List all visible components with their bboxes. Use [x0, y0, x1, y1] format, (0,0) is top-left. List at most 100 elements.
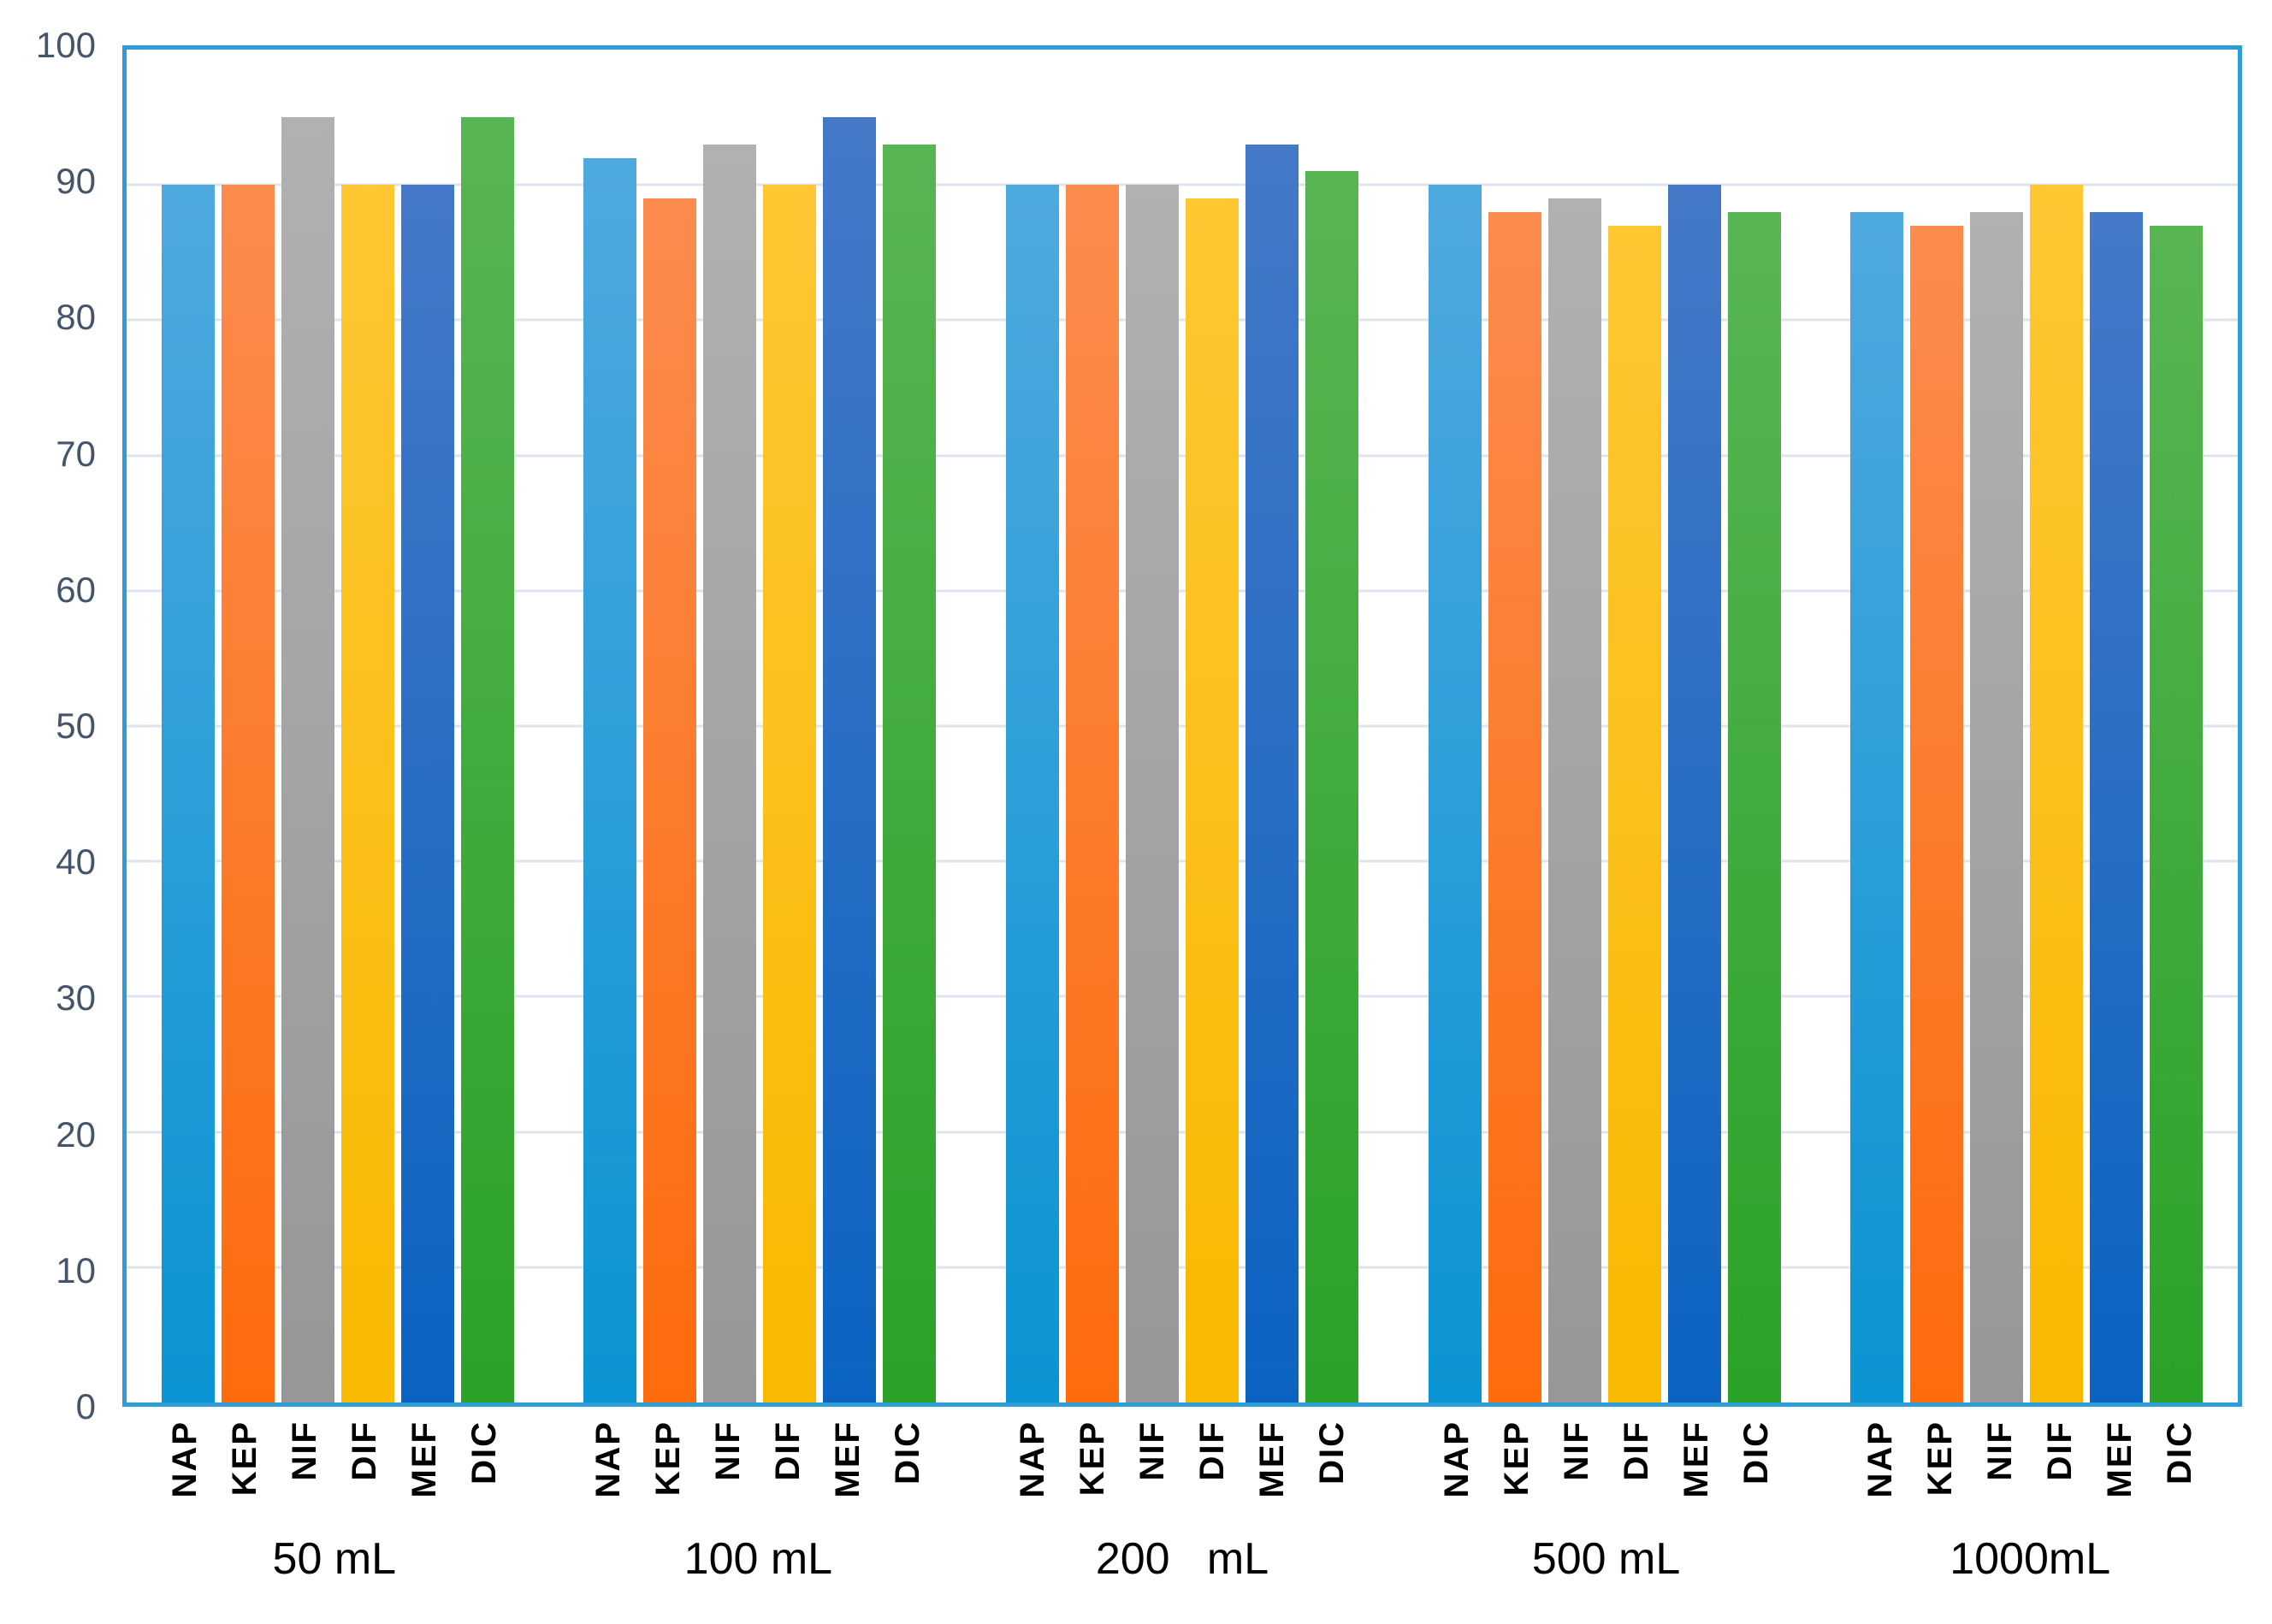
y-tick-label-50: 50 — [56, 706, 96, 746]
x-label-slot: MEF — [821, 1420, 874, 1497]
bar-groups — [127, 50, 2238, 1403]
bar-group-50-mL — [127, 50, 549, 1403]
bar-NAP-200-mL — [1005, 185, 1059, 1403]
x-label-slot: KEP — [642, 1420, 695, 1497]
x-label-slot: DIF — [2033, 1420, 2086, 1497]
y-tick-label-30: 30 — [56, 977, 96, 1019]
category-label-1000mL: 1000mL — [1950, 1534, 2111, 1584]
bar-NAP-500-mL — [1428, 185, 1482, 1403]
bar-label-NAP: NAP — [589, 1420, 628, 1498]
gridline-90 — [127, 183, 2238, 186]
bar-DIC-200-mL — [1305, 171, 1358, 1403]
bar-label-NAP: NAP — [165, 1420, 204, 1498]
x-label-group-200-mL: NAP KEP NIF DIF MEF DIC — [970, 1420, 1394, 1497]
bar-label-DIC: DIC — [2161, 1420, 2199, 1485]
bar-label-KEP: KEP — [1921, 1420, 1960, 1497]
x-label-slot: DIC — [881, 1420, 934, 1497]
bar-MEF-50-mL — [400, 185, 454, 1403]
bar-label-MEF: MEF — [1677, 1420, 1715, 1498]
bar-MEF-1000mL — [2090, 211, 2144, 1403]
x-label-slot: KEP — [1914, 1420, 1967, 1497]
bar-label-MEF: MEF — [405, 1420, 443, 1498]
x-label-slot: KEP — [218, 1420, 271, 1497]
bar-label-KEP: KEP — [1497, 1420, 1535, 1497]
y-tick-label-100: 100 — [35, 25, 96, 65]
bar-label-DIC: DIC — [464, 1420, 503, 1485]
bar-NIF-500-mL — [1547, 198, 1601, 1403]
bar-MEF-500-mL — [1667, 185, 1721, 1403]
bar-group-200-mL — [971, 50, 1393, 1403]
x-label-slot: DIF — [761, 1420, 814, 1497]
bar-DIC-50-mL — [460, 117, 514, 1403]
bar-DIF-200-mL — [1185, 198, 1239, 1403]
bar-label-MEF: MEF — [829, 1420, 867, 1498]
y-tick-label-60: 60 — [56, 569, 96, 610]
x-axis-category-labels: 50 mL 100 mL 200 mL 500 mL 1000mL — [122, 1537, 2242, 1581]
bar-group-100-mL — [549, 50, 972, 1403]
bar-label-DIC: DIC — [1312, 1420, 1351, 1485]
bar-DIC-1000mL — [2150, 225, 2204, 1403]
x-label-slot: NAP — [1006, 1420, 1059, 1497]
bar-DIC-500-mL — [1727, 211, 1781, 1403]
bar-label-MEF: MEF — [1252, 1420, 1291, 1498]
x-label-slot: NAP — [158, 1420, 211, 1497]
x-label-slot: MEF — [1670, 1420, 1723, 1497]
x-label-group-500-mL: NAP KEP NIF DIF MEF DIC — [1394, 1420, 1819, 1497]
bar-DIF-1000mL — [2030, 185, 2084, 1403]
bar-label-KEP: KEP — [225, 1420, 263, 1497]
bar-label-KEP: KEP — [649, 1420, 688, 1497]
x-axis-bar-labels: NAP KEP NIF DIF MEF DIC NAP KEP NIF DIF MEF DIC NAP K… — [122, 1420, 2242, 1497]
bar-label-NIF: NIF — [1557, 1420, 1595, 1481]
bar-label-DIF: DIF — [769, 1420, 808, 1481]
y-tick-label-20: 20 — [56, 1113, 96, 1155]
gridline-20 — [127, 1131, 2238, 1134]
bar-DIF-100-mL — [763, 185, 817, 1403]
gridline-30 — [127, 995, 2238, 998]
x-label-slot: KEP — [1490, 1420, 1543, 1497]
x-label-slot: NAP — [582, 1420, 635, 1497]
bar-NAP-50-mL — [161, 185, 215, 1403]
gridline-70 — [127, 454, 2238, 458]
plot-area — [122, 45, 2242, 1407]
bar-label-MEF: MEF — [2101, 1420, 2139, 1498]
x-label-slot: MEF — [398, 1420, 451, 1497]
bar-label-DIC: DIC — [1737, 1420, 1775, 1485]
x-label-slot: DIC — [458, 1420, 511, 1497]
bar-group-500-mL — [1393, 50, 1816, 1403]
bar-MEF-200-mL — [1245, 144, 1299, 1403]
bar-label-NIF: NIF — [709, 1420, 748, 1481]
x-label-slot: NIF — [1973, 1420, 2026, 1497]
bar-NIF-200-mL — [1125, 185, 1179, 1403]
y-tick-label-90: 90 — [56, 161, 96, 202]
x-label-slot: DIF — [1610, 1420, 1663, 1497]
x-label-slot: DIC — [1730, 1420, 1783, 1497]
bar-DIF-500-mL — [1607, 225, 1661, 1403]
bar-label-NAP: NAP — [1861, 1420, 1900, 1498]
category-label-500-mL: 500 mL — [1531, 1534, 1681, 1584]
bar-KEP-1000mL — [1910, 225, 1964, 1403]
x-label-group-50-mL: NAP KEP NIF DIF MEF DIC — [122, 1420, 547, 1497]
x-label-slot: NIF — [701, 1420, 754, 1497]
y-tick-label-40: 40 — [56, 842, 96, 883]
bar-NIF-50-mL — [281, 117, 334, 1403]
bar-NIF-1000mL — [1970, 211, 2024, 1403]
bar-label-KEP: KEP — [1073, 1420, 1111, 1497]
x-label-slot: NAP — [1430, 1420, 1483, 1497]
y-tick-label-0: 0 — [75, 1386, 96, 1426]
bar-DIC-100-mL — [883, 144, 937, 1403]
bar-label-DIF: DIF — [345, 1420, 383, 1481]
x-label-slot: DIF — [1186, 1420, 1239, 1497]
bar-NAP-100-mL — [583, 157, 637, 1403]
y-tick-label-80: 80 — [56, 297, 96, 338]
gridline-80 — [127, 318, 2238, 322]
bar-DIF-50-mL — [340, 185, 394, 1403]
bar-label-DIF: DIF — [2041, 1420, 2080, 1481]
gridline-40 — [127, 859, 2238, 863]
x-label-slot: KEP — [1066, 1420, 1119, 1497]
x-label-slot: NIF — [1550, 1420, 1603, 1497]
y-tick-label-10: 10 — [56, 1249, 96, 1290]
bar-label-NAP: NAP — [1437, 1420, 1476, 1498]
x-label-group-100-mL: NAP KEP NIF DIF MEF DIC — [547, 1420, 971, 1497]
bar-label-NIF: NIF — [285, 1420, 323, 1481]
bar-NAP-1000mL — [1850, 211, 1904, 1403]
